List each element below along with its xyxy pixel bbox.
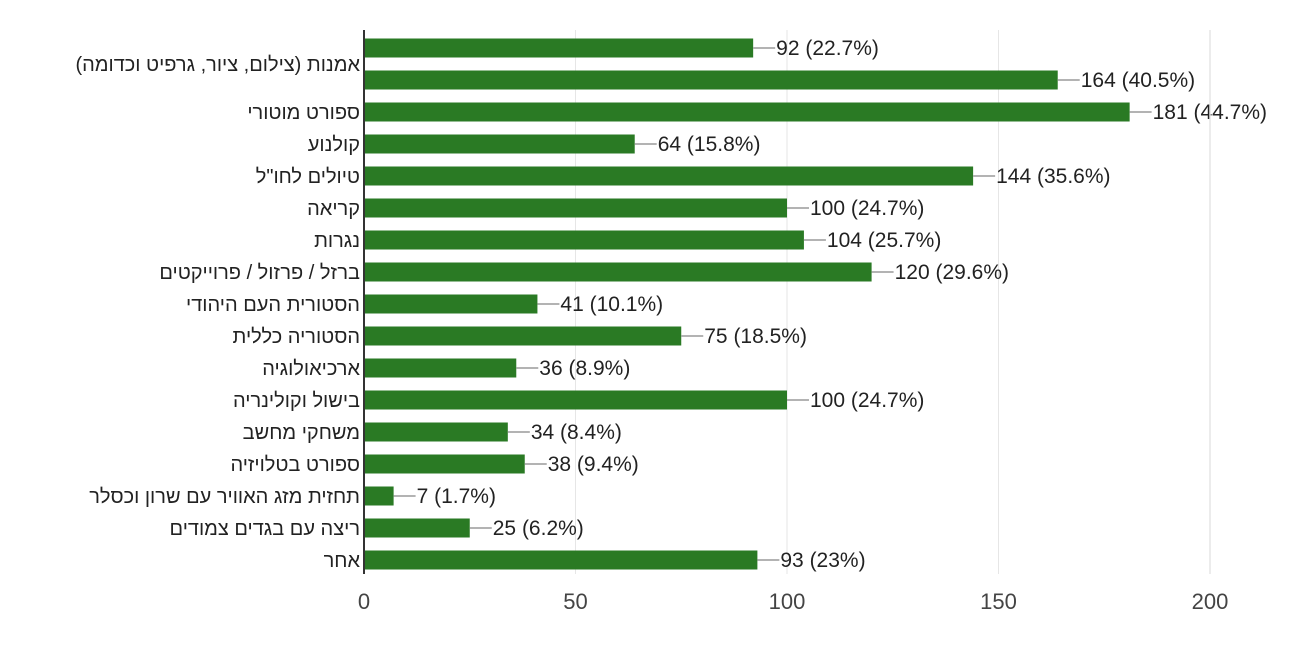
bar	[364, 134, 635, 154]
data-label: 38 (9.4%)	[548, 453, 639, 476]
x-tick-label: 150	[980, 589, 1017, 614]
x-tick-label: 100	[769, 589, 806, 614]
category-label: קולנוע	[308, 134, 360, 156]
bar	[364, 294, 538, 314]
bar	[364, 326, 682, 346]
category-label: בישול וקולינריה	[233, 390, 360, 412]
category-label: משחקי מחשב	[243, 422, 360, 444]
category-label: טיולים לחו"ל	[256, 166, 360, 188]
category-label: ברזל / פרזול / פרוייקטים	[159, 262, 360, 284]
x-tick-label: 200	[1192, 589, 1229, 614]
category-label: ספורט מוטורי	[247, 102, 360, 124]
data-label: 34 (8.4%)	[531, 421, 622, 444]
category-label: ארכיאולוגיה	[262, 358, 360, 380]
data-label: 41 (10.1%)	[560, 293, 663, 316]
bar	[364, 486, 394, 506]
bar	[364, 262, 872, 282]
bar	[364, 38, 754, 58]
bar	[364, 102, 1130, 122]
category-label: ריצה עם בגדים צמודים	[170, 518, 360, 540]
bar	[364, 550, 758, 570]
category-label: הסטורית העם היהודי	[186, 294, 360, 316]
category-label: קריאה	[307, 198, 360, 220]
bar	[364, 166, 974, 186]
data-label: 64 (15.8%)	[658, 133, 761, 156]
data-label: 25 (6.2%)	[493, 517, 584, 540]
category-label: אמנות (צילום, ציור, גרפיט וכדומה)	[75, 54, 360, 76]
data-label: 92 (22.7%)	[776, 37, 879, 60]
x-tick-label: 50	[563, 589, 587, 614]
category-label: אחר	[324, 550, 361, 572]
data-label: 100 (24.7%)	[810, 197, 924, 220]
data-label: 100 (24.7%)	[810, 389, 924, 412]
category-label: נגרות	[314, 230, 360, 252]
data-label: 104 (25.7%)	[827, 229, 941, 252]
category-label: ספורט בטלויזיה	[230, 454, 360, 476]
bar	[364, 422, 508, 442]
bar	[364, 358, 517, 378]
bar	[364, 454, 525, 474]
data-label: 36 (8.9%)	[539, 357, 630, 380]
bar	[364, 518, 470, 538]
data-label: 120 (29.6%)	[895, 261, 1009, 284]
category-label: הסטוריה כללית	[233, 326, 360, 348]
data-label: 144 (35.6%)	[996, 165, 1110, 188]
data-label: 93 (23%)	[780, 549, 865, 572]
data-label: 164 (40.5%)	[1081, 69, 1195, 92]
bar	[364, 390, 787, 410]
category-label: תחזית מזג האוויר עם שרון וכסלר	[89, 486, 360, 508]
bar	[364, 70, 1058, 90]
x-tick-label: 0	[358, 589, 370, 614]
bar	[364, 230, 804, 250]
data-label: 7 (1.7%)	[417, 485, 496, 508]
data-label: 75 (18.5%)	[704, 325, 807, 348]
bar	[364, 198, 787, 218]
